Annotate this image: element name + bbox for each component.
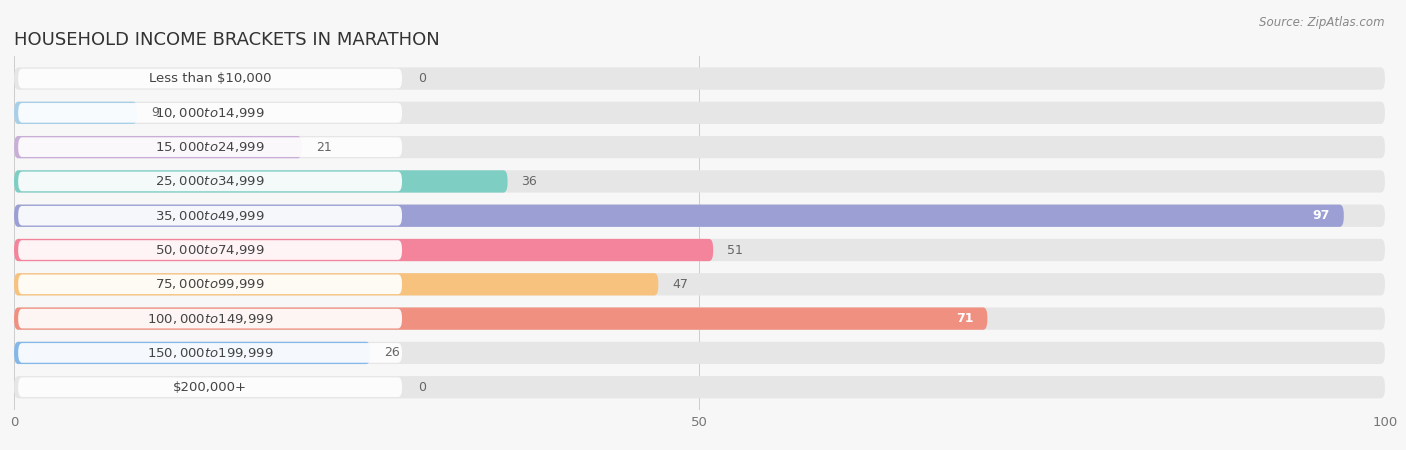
Text: $15,000 to $24,999: $15,000 to $24,999 (155, 140, 264, 154)
Text: 47: 47 (672, 278, 688, 291)
FancyBboxPatch shape (14, 342, 1385, 364)
FancyBboxPatch shape (18, 171, 402, 191)
Text: 36: 36 (522, 175, 537, 188)
FancyBboxPatch shape (14, 342, 371, 364)
FancyBboxPatch shape (18, 240, 402, 260)
Text: 26: 26 (384, 346, 399, 360)
FancyBboxPatch shape (14, 205, 1385, 227)
FancyBboxPatch shape (14, 239, 713, 261)
FancyBboxPatch shape (14, 205, 1344, 227)
FancyBboxPatch shape (18, 274, 402, 294)
FancyBboxPatch shape (14, 307, 1385, 330)
Text: Less than $10,000: Less than $10,000 (149, 72, 271, 85)
Text: 0: 0 (419, 72, 426, 85)
FancyBboxPatch shape (14, 102, 1385, 124)
Text: 97: 97 (1313, 209, 1330, 222)
Text: $10,000 to $14,999: $10,000 to $14,999 (155, 106, 264, 120)
FancyBboxPatch shape (18, 309, 402, 328)
FancyBboxPatch shape (18, 343, 402, 363)
FancyBboxPatch shape (14, 170, 508, 193)
Text: 0: 0 (419, 381, 426, 394)
FancyBboxPatch shape (14, 136, 302, 158)
Text: $25,000 to $34,999: $25,000 to $34,999 (155, 175, 264, 189)
Text: HOUSEHOLD INCOME BRACKETS IN MARATHON: HOUSEHOLD INCOME BRACKETS IN MARATHON (14, 31, 440, 49)
Text: $100,000 to $149,999: $100,000 to $149,999 (146, 311, 273, 326)
FancyBboxPatch shape (18, 206, 402, 225)
Text: Source: ZipAtlas.com: Source: ZipAtlas.com (1260, 16, 1385, 29)
Text: 71: 71 (956, 312, 973, 325)
Text: $200,000+: $200,000+ (173, 381, 247, 394)
FancyBboxPatch shape (14, 136, 1385, 158)
FancyBboxPatch shape (18, 137, 402, 157)
Text: $150,000 to $199,999: $150,000 to $199,999 (146, 346, 273, 360)
FancyBboxPatch shape (14, 68, 1385, 90)
FancyBboxPatch shape (14, 307, 987, 330)
FancyBboxPatch shape (14, 273, 658, 296)
FancyBboxPatch shape (14, 102, 138, 124)
Text: 21: 21 (315, 141, 332, 153)
Text: 9: 9 (152, 106, 159, 119)
FancyBboxPatch shape (14, 376, 1385, 398)
FancyBboxPatch shape (14, 239, 1385, 261)
FancyBboxPatch shape (18, 378, 402, 397)
Text: $35,000 to $49,999: $35,000 to $49,999 (155, 209, 264, 223)
Text: $50,000 to $74,999: $50,000 to $74,999 (155, 243, 264, 257)
FancyBboxPatch shape (14, 273, 1385, 296)
FancyBboxPatch shape (14, 170, 1385, 193)
FancyBboxPatch shape (18, 103, 402, 123)
FancyBboxPatch shape (18, 69, 402, 88)
Text: $75,000 to $99,999: $75,000 to $99,999 (155, 277, 264, 291)
Text: 51: 51 (727, 243, 742, 256)
